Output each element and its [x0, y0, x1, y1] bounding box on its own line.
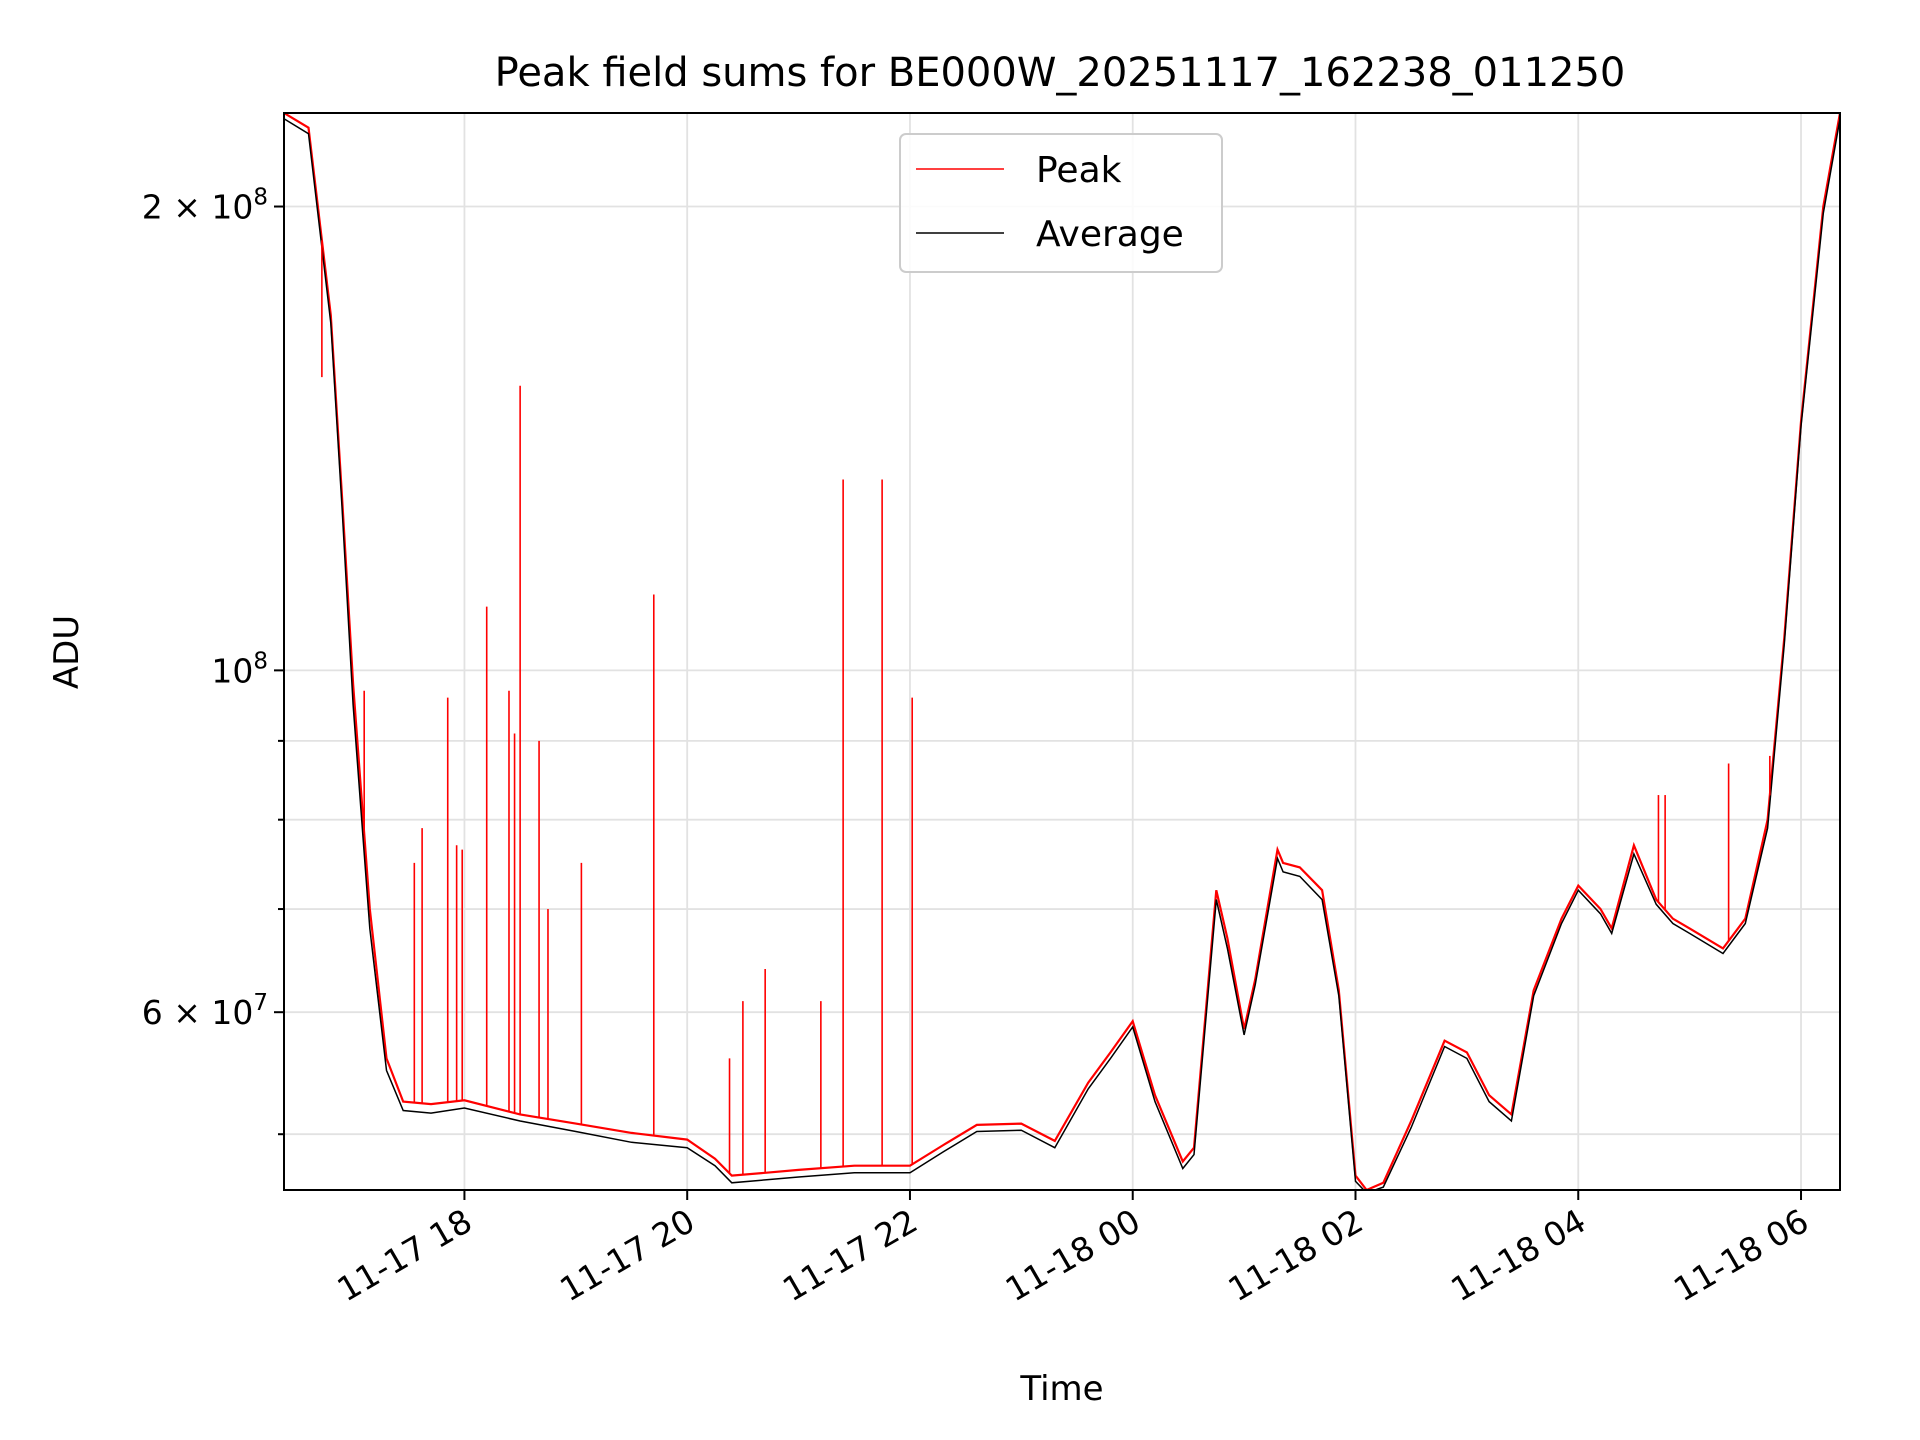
- x-tick-label: 11-17 22: [776, 1201, 924, 1309]
- y-axis-label: ADU: [47, 615, 87, 689]
- x-axis-label: Time: [1019, 1369, 1103, 1409]
- plot-frame: [283, 112, 1841, 1191]
- y-tick-label: 108: [211, 648, 268, 690]
- y-tick-label: 2 × 108: [142, 185, 268, 227]
- legend-average-label: Average: [1036, 214, 1184, 255]
- x-tick-label: 11-18 00: [999, 1201, 1147, 1309]
- ticks: 11-17 18 11-17 20 11-17 22 11-18 00 11-18 02…: [142, 185, 1815, 1310]
- x-tick-label: 11-17 20: [553, 1201, 701, 1309]
- legend-peak-label: Peak: [1036, 150, 1122, 191]
- x-tick-label: 11-18 02: [1221, 1201, 1369, 1309]
- legend: Peak Average: [899, 133, 1223, 273]
- series-layer: [284, 113, 1840, 1190]
- chart-title: Peak field sums for BE000W_20251117_1622…: [495, 50, 1626, 96]
- grid: [284, 113, 1840, 1190]
- x-tick-label: 11-17 18: [330, 1201, 478, 1309]
- series-line-peak: [284, 113, 1840, 1190]
- series-line-average: [284, 118, 1840, 1190]
- x-tick-label: 11-18 04: [1444, 1201, 1592, 1309]
- y-tick-label: 6 × 107: [142, 990, 268, 1032]
- x-tick-label: 11-18 06: [1667, 1201, 1815, 1309]
